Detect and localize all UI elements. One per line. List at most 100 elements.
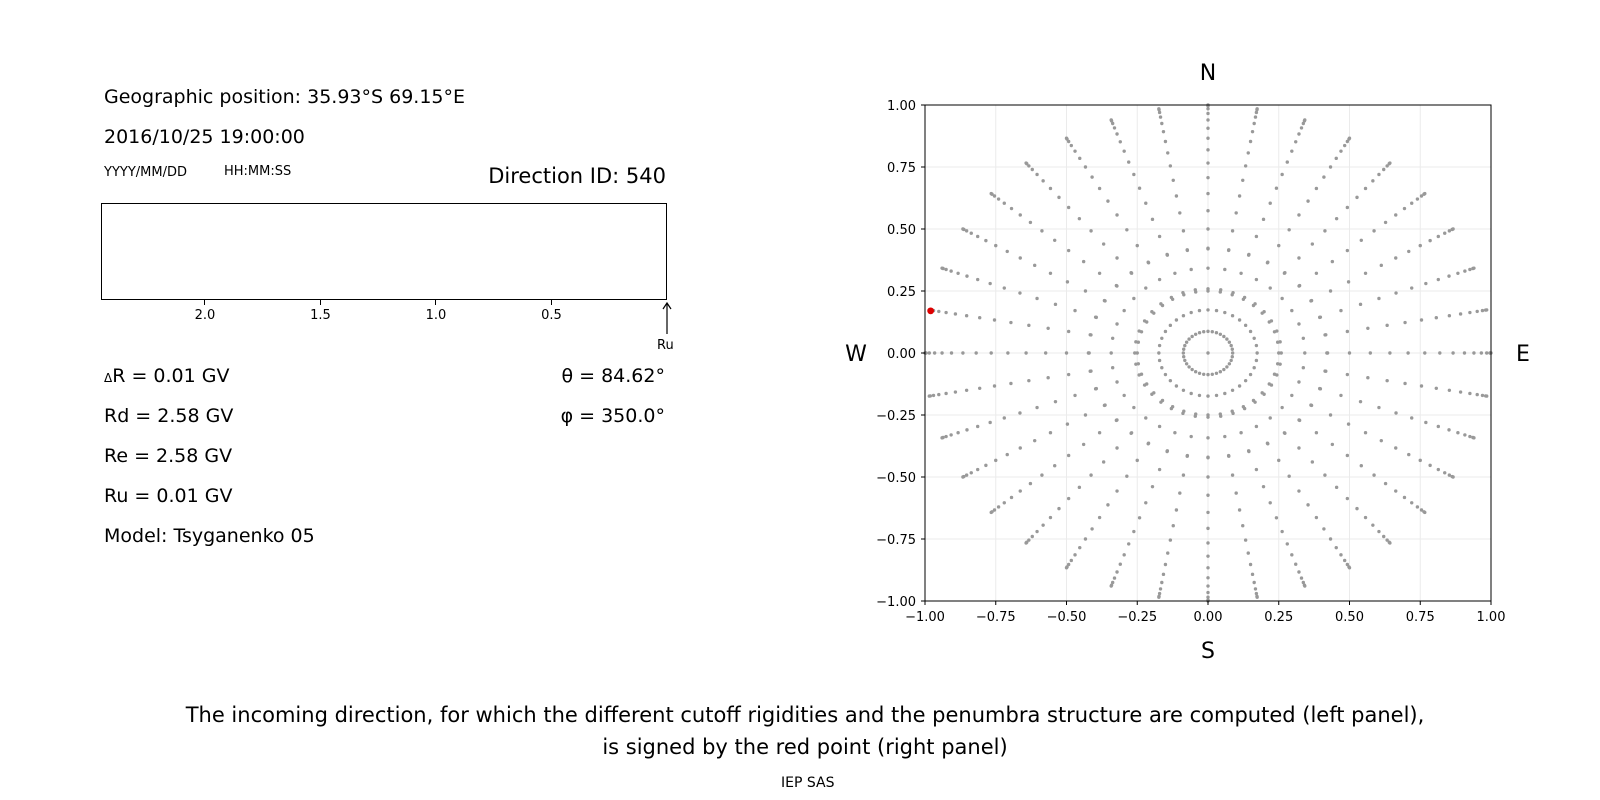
direction-point bbox=[1388, 351, 1392, 355]
direction-point bbox=[1267, 320, 1271, 324]
direction-point bbox=[1174, 508, 1179, 512]
direction-point bbox=[994, 458, 998, 463]
direction-point bbox=[1372, 229, 1376, 233]
direction-point bbox=[1065, 280, 1070, 284]
direction-point bbox=[1299, 126, 1304, 130]
direction-point bbox=[1402, 206, 1407, 211]
direction-point bbox=[1206, 191, 1210, 196]
y-tick-label: −0.50 bbox=[876, 471, 916, 486]
direction-point bbox=[989, 191, 993, 196]
direction-point bbox=[1136, 362, 1141, 366]
direction-point bbox=[1161, 572, 1166, 577]
direction-point bbox=[1230, 314, 1235, 318]
direction-point bbox=[965, 428, 969, 432]
direction-point bbox=[1355, 195, 1359, 200]
direction-point bbox=[1122, 393, 1126, 398]
direction-point bbox=[937, 392, 941, 397]
direction-point bbox=[1222, 334, 1226, 339]
direction-point bbox=[992, 194, 997, 198]
direction-point bbox=[1230, 293, 1234, 297]
direction-point bbox=[984, 238, 988, 243]
direction-point bbox=[1297, 418, 1301, 422]
direction-point bbox=[992, 508, 997, 512]
direction-point bbox=[1170, 297, 1175, 302]
direction-point bbox=[1163, 372, 1168, 377]
direction-point bbox=[1253, 115, 1258, 119]
direction-point bbox=[1250, 572, 1255, 577]
direction-point bbox=[1290, 393, 1294, 398]
direction-point bbox=[1189, 391, 1193, 396]
direction-point bbox=[1032, 263, 1037, 268]
direction-point bbox=[1171, 523, 1175, 528]
direction-point bbox=[1227, 362, 1232, 366]
direction-point bbox=[964, 314, 969, 318]
direction-point bbox=[1118, 140, 1122, 144]
direction-point bbox=[1171, 178, 1175, 183]
direction-point bbox=[1136, 340, 1141, 344]
direction-point bbox=[1157, 343, 1162, 348]
direction-point bbox=[1122, 149, 1126, 153]
direction-point bbox=[975, 234, 980, 239]
direction-point bbox=[1223, 434, 1227, 439]
direction-point bbox=[1347, 136, 1352, 140]
direction-point bbox=[1035, 172, 1039, 177]
direction-point bbox=[1118, 562, 1122, 566]
direction-point bbox=[1255, 107, 1259, 111]
direction-point bbox=[1268, 201, 1272, 205]
direction-point bbox=[1254, 343, 1259, 348]
direction-point bbox=[961, 351, 965, 355]
direction-point bbox=[1254, 424, 1259, 429]
direction-point bbox=[1468, 391, 1472, 396]
direction-point bbox=[1035, 405, 1039, 410]
direction-point bbox=[1382, 534, 1386, 539]
direction-point bbox=[927, 394, 931, 398]
direction-point bbox=[1419, 194, 1424, 198]
direction-point bbox=[1181, 229, 1186, 233]
direction-point bbox=[1166, 551, 1170, 555]
direction-point bbox=[1157, 424, 1162, 429]
direction-point bbox=[1314, 431, 1319, 435]
direction-point bbox=[1028, 481, 1033, 486]
direction-point bbox=[1410, 416, 1414, 420]
direction-point bbox=[1109, 351, 1113, 355]
direction-point bbox=[1152, 311, 1156, 315]
direction-point bbox=[1005, 249, 1009, 254]
direction-point bbox=[1057, 195, 1061, 200]
direction-point bbox=[1463, 433, 1467, 437]
direction-point bbox=[1018, 411, 1022, 415]
direction-point bbox=[1048, 515, 1053, 520]
direction-point bbox=[1253, 587, 1258, 591]
direction-point bbox=[978, 316, 982, 320]
direction-point bbox=[1280, 172, 1284, 177]
direction-point bbox=[1285, 160, 1289, 164]
direction-point bbox=[1419, 384, 1424, 388]
direction-point bbox=[1053, 399, 1058, 404]
direction-point bbox=[1252, 336, 1256, 340]
direction-point bbox=[1206, 584, 1210, 588]
direction-point bbox=[1046, 326, 1050, 330]
direction-point bbox=[1053, 238, 1057, 242]
x-tick-label: −0.50 bbox=[1047, 610, 1087, 625]
direction-point bbox=[1115, 570, 1119, 574]
direction-point bbox=[1451, 475, 1455, 479]
direction-point bbox=[1419, 508, 1424, 512]
direction-point bbox=[1359, 238, 1363, 242]
direction-point bbox=[1040, 473, 1044, 477]
direction-point bbox=[1297, 322, 1301, 326]
direction-point bbox=[1206, 126, 1210, 130]
direction-point bbox=[1267, 382, 1271, 386]
direction-point bbox=[1110, 366, 1115, 370]
direction-point bbox=[1328, 289, 1333, 293]
direction-point bbox=[1190, 334, 1194, 339]
direction-point bbox=[1410, 286, 1414, 290]
direction-point bbox=[1346, 422, 1351, 426]
direction-point bbox=[1385, 323, 1389, 328]
direction-point bbox=[1285, 542, 1289, 546]
direction-point bbox=[1146, 261, 1151, 265]
direction-point bbox=[974, 351, 978, 355]
direction-point bbox=[1178, 211, 1182, 215]
direction-point bbox=[1173, 271, 1177, 275]
direction-point bbox=[1407, 452, 1411, 457]
direction-point bbox=[1382, 167, 1386, 172]
direction-point bbox=[1436, 277, 1441, 282]
